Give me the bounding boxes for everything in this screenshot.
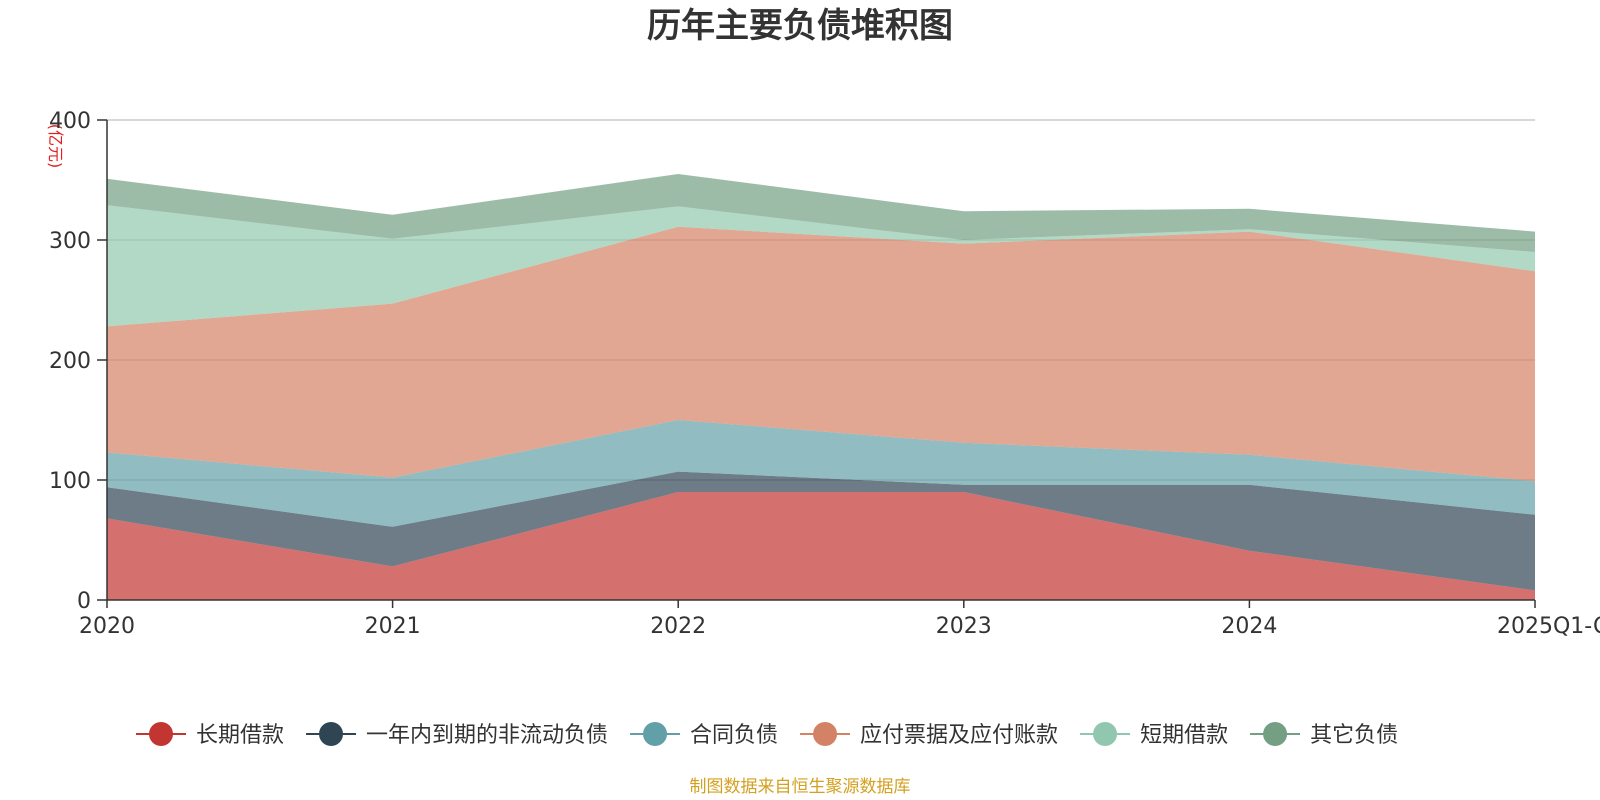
x-tick-label: 2024 — [1221, 614, 1277, 639]
x-tick-label: 2025Q1-Q3 — [1497, 614, 1600, 639]
legend-label: 长期借款 — [196, 723, 284, 748]
x-tick-label: 2022 — [650, 614, 706, 639]
legend-marker — [1263, 722, 1288, 746]
area-series-6 — [107, 174, 1535, 252]
chart-title: 历年主要负债堆积图 — [647, 6, 953, 46]
axes — [97, 119, 1536, 608]
y-tick-labels: 0 100 200 300 400 — [49, 109, 91, 614]
legend-label: 合同负债 — [690, 723, 778, 748]
legend-marker — [319, 722, 344, 746]
area-series-1 — [107, 492, 1535, 600]
legend-marker — [149, 722, 173, 746]
x-tick-label: 2020 — [79, 614, 135, 639]
area-series — [107, 174, 1535, 600]
legend-item-4[interactable]: 应付票据及应付账款 — [800, 722, 1058, 748]
source-note: 制图数据来自恒生聚源数据库 — [690, 777, 911, 797]
y-tick-label: 100 — [49, 469, 91, 494]
legend-label: 应付票据及应付账款 — [860, 723, 1058, 748]
y-axis-unit: (亿元) — [46, 124, 65, 169]
y-tick-label: 0 — [77, 589, 91, 614]
area-series-4 — [107, 226, 1535, 482]
area-series-3 — [107, 420, 1535, 527]
y-tick-label: 200 — [49, 349, 91, 374]
y-tick-label: 300 — [49, 229, 91, 254]
legend: 长期借款 一年内到期的非流动负债 合同负债 应付票据及应付账款 短期借款 其它负债 — [136, 722, 1398, 748]
legend-marker — [1093, 722, 1118, 746]
legend-item-6[interactable]: 其它负债 — [1250, 722, 1398, 748]
y-tick-label: 400 — [49, 109, 91, 134]
legend-item-2[interactable]: 一年内到期的非流动负债 — [306, 722, 608, 748]
legend-label: 一年内到期的非流动负债 — [366, 723, 608, 748]
x-tick-label: 2023 — [936, 614, 992, 639]
legend-item-3[interactable]: 合同负债 — [630, 722, 778, 748]
x-tick-labels: 2020 2021 2022 2023 2024 2025Q1-Q3 — [79, 614, 1600, 639]
x-tick-label: 2021 — [365, 614, 421, 639]
legend-label: 其它负债 — [1310, 723, 1398, 748]
area-series-2 — [107, 471, 1535, 591]
legend-label: 短期借款 — [1140, 723, 1228, 748]
legend-item-5[interactable]: 短期借款 — [1080, 722, 1228, 748]
legend-marker — [643, 722, 668, 746]
area-series-5 — [107, 205, 1535, 327]
legend-marker — [813, 722, 838, 746]
legend-item-1[interactable]: 长期借款 — [136, 722, 284, 748]
